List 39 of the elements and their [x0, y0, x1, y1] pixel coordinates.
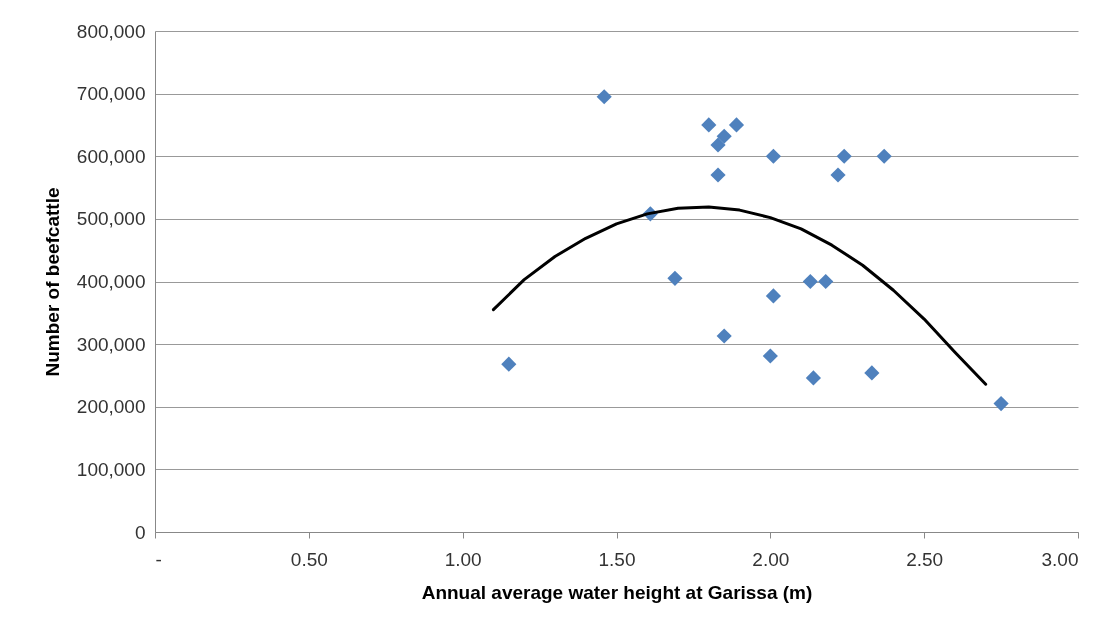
- y-tick-label: 800,000: [76, 20, 146, 42]
- point: [993, 396, 1009, 412]
- point: [818, 273, 834, 290]
- y-tick-label: 600,000: [76, 145, 146, 167]
- point: [802, 273, 818, 290]
- y-tick-label: 200,000: [76, 396, 146, 418]
- point: [710, 167, 726, 183]
- point: [864, 365, 880, 381]
- point: [728, 117, 745, 133]
- y-tick-label: 500,000: [76, 208, 146, 230]
- point: [765, 288, 781, 304]
- y-axis-title: Number of beefcattle: [41, 187, 63, 377]
- point: [501, 356, 517, 372]
- point: [716, 328, 732, 344]
- x-tick-label: 2.00: [752, 548, 790, 570]
- y-tick-label: 700,000: [76, 83, 146, 105]
- point: [765, 148, 781, 164]
- x-tick-label: 0.50: [290, 548, 328, 570]
- x-tick-label: -: [155, 548, 162, 570]
- y-tick-label: 0: [134, 521, 146, 543]
- point: [667, 270, 683, 286]
- y-tick-label: 300,000: [76, 333, 146, 355]
- x-tick-label: 1.50: [598, 548, 636, 570]
- x-tick-label: 2.50: [906, 548, 944, 570]
- x-axis-title: Annual average water height at Garissa (m): [421, 581, 813, 603]
- point: [830, 167, 846, 183]
- y-tick-label: 100,000: [76, 458, 146, 480]
- point: [836, 148, 852, 164]
- point: [805, 370, 821, 386]
- y-tick-label: 400,000: [76, 271, 146, 292]
- line-series: [491, 205, 988, 386]
- point: [710, 137, 726, 153]
- point: [701, 117, 717, 133]
- x-tick-label: 1.00: [444, 548, 482, 570]
- x-tick-label: 3.00: [1041, 548, 1079, 570]
- point: [596, 89, 612, 105]
- point: [716, 128, 732, 144]
- point: [762, 348, 778, 364]
- point: [876, 148, 892, 164]
